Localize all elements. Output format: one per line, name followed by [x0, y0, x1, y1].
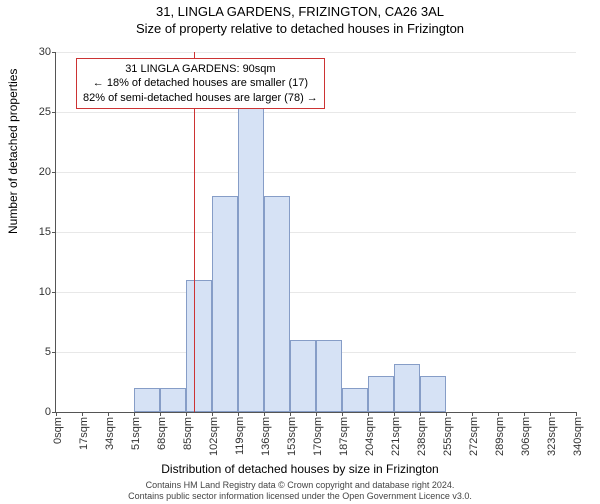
footer-line2: Contains public sector information licen… [0, 491, 600, 502]
xtick-label: 136sqm [260, 417, 272, 456]
xtick-label: 340sqm [572, 417, 584, 456]
chart-title-desc: Size of property relative to detached ho… [0, 21, 600, 36]
histogram-bar [368, 376, 394, 412]
ytick-mark [52, 172, 56, 173]
ytick-label: 25 [21, 106, 51, 118]
xtick-label: 68sqm [156, 417, 168, 450]
gridline-h [56, 52, 576, 53]
footer-line1: Contains HM Land Registry data © Crown c… [0, 480, 600, 491]
xtick-mark [108, 412, 109, 416]
xtick-mark [342, 412, 343, 416]
xtick-label: 272sqm [468, 417, 480, 456]
xtick-mark [550, 412, 551, 416]
histogram-bar [212, 196, 238, 412]
xtick-mark [82, 412, 83, 416]
xtick-mark [524, 412, 525, 416]
xtick-mark [472, 412, 473, 416]
xtick-mark [446, 412, 447, 416]
xtick-label: 238sqm [416, 417, 428, 456]
annotation-line3: 82% of semi-detached houses are larger (… [83, 91, 318, 105]
annotation-box: 31 LINGLA GARDENS: 90sqm← 18% of detache… [76, 58, 325, 109]
chart-title-address: 31, LINGLA GARDENS, FRIZINGTON, CA26 3AL [0, 4, 600, 19]
plot-region: 0510152025300sqm17sqm34sqm51sqm68sqm85sq… [55, 52, 576, 413]
xtick-label: 153sqm [286, 417, 298, 456]
gridline-h [56, 292, 576, 293]
histogram-bar [290, 340, 316, 412]
histogram-bar [316, 340, 342, 412]
xtick-mark [394, 412, 395, 416]
annotation-line2: ← 18% of detached houses are smaller (17… [83, 76, 318, 90]
xtick-label: 221sqm [390, 417, 402, 456]
xtick-label: 17sqm [78, 417, 90, 450]
histogram-bar [238, 100, 264, 412]
xtick-mark [264, 412, 265, 416]
xtick-label: 187sqm [338, 417, 350, 456]
xtick-mark [134, 412, 135, 416]
xtick-label: 306sqm [520, 417, 532, 456]
histogram-bar [420, 376, 446, 412]
ytick-mark [52, 352, 56, 353]
ytick-label: 0 [21, 406, 51, 418]
ytick-mark [52, 52, 56, 53]
xtick-mark [186, 412, 187, 416]
xtick-mark [316, 412, 317, 416]
ytick-label: 10 [21, 286, 51, 298]
gridline-h [56, 112, 576, 113]
gridline-h [56, 172, 576, 173]
histogram-bar [134, 388, 160, 412]
histogram-bar [342, 388, 368, 412]
xtick-mark [576, 412, 577, 416]
ytick-label: 30 [21, 46, 51, 58]
xtick-mark [498, 412, 499, 416]
xtick-label: 255sqm [442, 417, 454, 456]
xtick-label: 170sqm [312, 417, 324, 456]
xtick-mark [238, 412, 239, 416]
ytick-mark [52, 232, 56, 233]
xtick-mark [56, 412, 57, 416]
annotation-line1: 31 LINGLA GARDENS: 90sqm [83, 62, 318, 76]
gridline-h [56, 232, 576, 233]
xtick-label: 85sqm [182, 417, 194, 450]
xtick-label: 102sqm [208, 417, 220, 456]
xtick-mark [160, 412, 161, 416]
xtick-mark [290, 412, 291, 416]
xtick-label: 323sqm [546, 417, 558, 456]
xtick-mark [212, 412, 213, 416]
ytick-mark [52, 112, 56, 113]
xtick-label: 119sqm [234, 417, 246, 455]
x-axis-label: Distribution of detached houses by size … [0, 462, 600, 476]
xtick-mark [368, 412, 369, 416]
footer-attribution: Contains HM Land Registry data © Crown c… [0, 480, 600, 502]
chart-plot-area: 0510152025300sqm17sqm34sqm51sqm68sqm85sq… [55, 52, 575, 412]
y-axis-label: Number of detached properties [6, 69, 20, 234]
histogram-bar [394, 364, 420, 412]
histogram-bar [160, 388, 186, 412]
xtick-label: 51sqm [130, 417, 142, 450]
xtick-label: 34sqm [104, 417, 116, 450]
ytick-label: 20 [21, 166, 51, 178]
xtick-label: 0sqm [52, 417, 64, 444]
histogram-bar [186, 280, 212, 412]
ytick-label: 15 [21, 226, 51, 238]
xtick-label: 204sqm [364, 417, 376, 456]
xtick-mark [420, 412, 421, 416]
ytick-label: 5 [21, 346, 51, 358]
ytick-mark [52, 292, 56, 293]
histogram-bar [264, 196, 290, 412]
xtick-label: 289sqm [494, 417, 506, 456]
